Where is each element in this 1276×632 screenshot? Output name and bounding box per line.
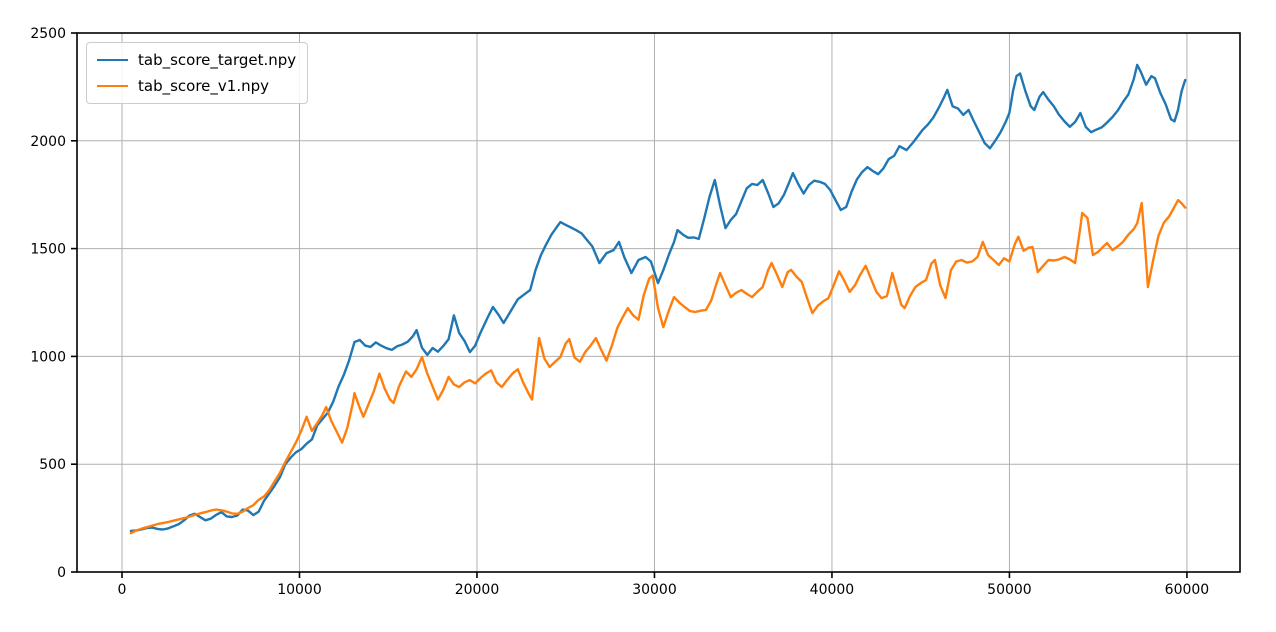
series-line-0 <box>129 63 1187 533</box>
y-tick-label: 1000 <box>30 349 66 365</box>
legend-line-sample-v1 <box>97 85 128 87</box>
x-tick-label: 60000 <box>1165 582 1210 598</box>
legend-item-v1: tab_score_v1.npy <box>97 75 296 97</box>
y-tick-label: 2500 <box>30 26 66 42</box>
legend-item-target: tab_score_target.npy <box>97 49 296 71</box>
series-line-1 <box>129 198 1187 535</box>
legend-label-v1: tab_score_v1.npy <box>138 77 269 95</box>
x-tick-label: 50000 <box>987 582 1032 598</box>
x-tick-label: 30000 <box>632 582 677 598</box>
y-tick-label: 2000 <box>30 134 66 150</box>
plot-border <box>76 32 1241 573</box>
y-tick-label: 500 <box>39 457 66 473</box>
y-tick-label: 1500 <box>30 242 66 258</box>
x-tick-label: 20000 <box>455 582 500 598</box>
legend: tab_score_target.npy tab_score_v1.npy <box>86 42 309 104</box>
x-tick-label: 40000 <box>810 582 855 598</box>
y-tick-label: 0 <box>57 565 66 581</box>
x-tick-label: 10000 <box>277 582 322 598</box>
legend-line-sample-target <box>97 59 128 61</box>
legend-label-target: tab_score_target.npy <box>138 51 297 69</box>
x-tick-label: 0 <box>118 582 127 598</box>
